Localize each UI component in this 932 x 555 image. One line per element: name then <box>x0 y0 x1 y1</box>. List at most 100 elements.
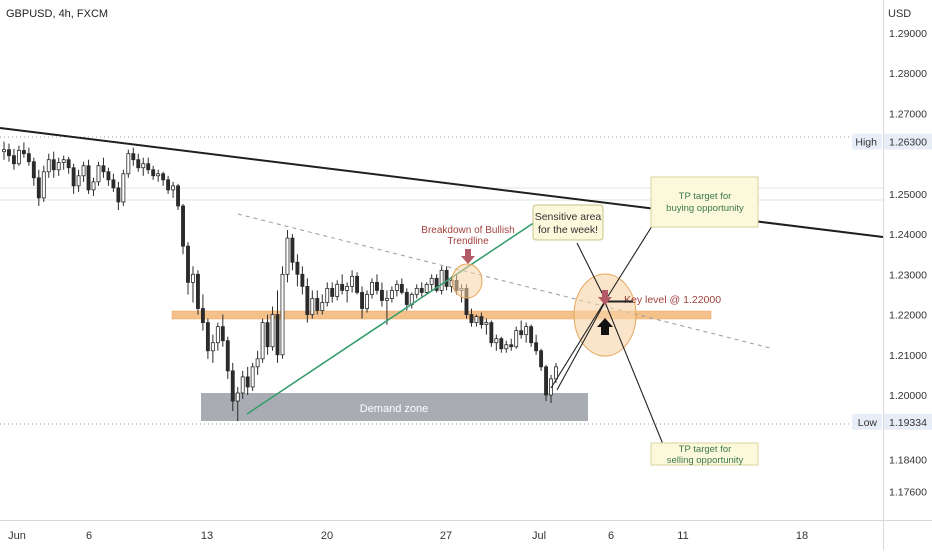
breakdown-circle <box>451 263 483 299</box>
candle-body <box>156 173 161 177</box>
candle <box>106 167 111 186</box>
time-tick-label: Jul <box>532 530 546 542</box>
candle <box>255 350 260 375</box>
candle-body <box>71 167 76 187</box>
candle <box>166 175 171 194</box>
candle <box>444 266 449 291</box>
time-tick-label: 6 <box>86 530 92 542</box>
candle <box>389 286 394 303</box>
candle <box>260 318 265 363</box>
candle-body <box>161 173 166 181</box>
price-tick-label: 1.29000 <box>889 28 927 40</box>
candle <box>360 286 364 319</box>
candle-body <box>320 302 325 311</box>
tp-buy-line1: TP target for <box>679 191 732 202</box>
candle-body <box>280 273 285 356</box>
candle-body <box>444 269 449 287</box>
candle-body <box>56 162 61 171</box>
candle <box>31 157 36 186</box>
candle-body <box>290 237 295 263</box>
candle-body <box>514 330 519 348</box>
candle <box>36 169 41 206</box>
candle-body <box>196 273 200 309</box>
candle-body <box>345 285 350 291</box>
candle-body <box>484 322 489 326</box>
candle-body <box>186 245 190 283</box>
key-level-label: Key level @ 1.22000 <box>624 294 721 306</box>
candle <box>240 370 245 400</box>
candle-body <box>41 171 46 199</box>
candle-body <box>240 376 245 394</box>
sensitive-note-box <box>532 204 604 241</box>
candle-body <box>181 205 185 247</box>
candle-body <box>519 330 524 336</box>
candle <box>534 334 539 355</box>
candle-body <box>16 150 21 165</box>
candle <box>220 314 225 347</box>
candle-body <box>12 155 16 165</box>
breakdown-arrow-icon <box>461 249 475 264</box>
candle-body <box>335 283 340 297</box>
candle-body <box>285 237 290 275</box>
candle <box>504 340 509 353</box>
candle <box>161 171 166 186</box>
candle <box>384 290 389 325</box>
candle <box>315 290 320 315</box>
price-tick-label: 1.28000 <box>889 68 927 80</box>
dashed-resistance-line <box>237 213 771 349</box>
price-tick-label: 1.24000 <box>889 229 927 241</box>
candle <box>265 314 270 355</box>
candle <box>330 282 335 303</box>
candle-body <box>330 288 335 297</box>
candle <box>46 153 51 178</box>
candle <box>2 141 6 160</box>
candle-body <box>370 281 374 295</box>
level-tag-label: High <box>855 137 877 149</box>
candle <box>375 274 379 295</box>
candle-body <box>275 314 280 356</box>
candle <box>340 274 345 295</box>
candle-body <box>86 165 91 191</box>
candle-body <box>81 165 86 177</box>
price-tick-label: 1.20000 <box>889 390 927 402</box>
candle <box>171 181 176 198</box>
candle-body <box>509 344 514 348</box>
candle <box>191 266 195 303</box>
candle-body <box>21 150 26 155</box>
candle-body <box>46 159 51 173</box>
candle-body <box>205 322 210 352</box>
breakdown-label-line2: Trendline <box>447 236 489 247</box>
candle <box>325 282 330 307</box>
candle-body <box>539 350 544 368</box>
tp-buy-box <box>650 176 759 228</box>
candle-body <box>554 366 558 380</box>
candle-body <box>479 316 484 326</box>
candle-body <box>389 290 394 299</box>
candle <box>380 282 384 307</box>
candle-body <box>151 169 156 177</box>
candle-body <box>300 273 305 287</box>
candle <box>539 348 544 371</box>
level-tag-value-bg <box>884 133 932 150</box>
breakdown-label-line1: Breakdown of Bullish <box>421 225 514 236</box>
time-tick-label: 20 <box>321 530 333 542</box>
candle-body <box>394 283 399 291</box>
time-tick-label: 6 <box>608 530 614 542</box>
candle <box>101 157 106 178</box>
candle <box>345 282 350 303</box>
candle-body <box>504 344 509 350</box>
candle-body <box>61 159 66 163</box>
candle-body <box>529 326 534 344</box>
symbol-title: GBPUSD, 4h, FXCM <box>6 8 108 20</box>
level-tags: High 1.26300 Low 1.19334 <box>852 133 932 430</box>
candle <box>280 266 285 359</box>
candle-body <box>146 163 151 171</box>
candle <box>121 169 126 206</box>
time-tick-label: 13 <box>201 530 213 542</box>
price-tick-label: 1.17600 <box>889 487 927 499</box>
candle <box>489 320 494 347</box>
candle <box>414 284 419 299</box>
candle-body <box>375 281 379 291</box>
